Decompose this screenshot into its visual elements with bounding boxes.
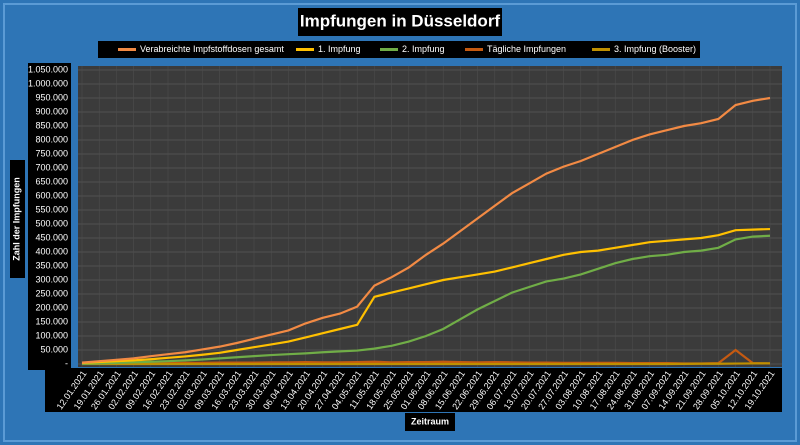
series-line [81, 96, 771, 364]
y-tick-label: 600.000 [35, 190, 68, 200]
y-tick-label: 1.050.000 [28, 64, 68, 74]
y-axis-title: Zahl der Impfungen [11, 177, 21, 261]
y-tick-label: 200.000 [35, 302, 68, 312]
legend-label: 2. Impfung [402, 44, 445, 54]
x-title-box [405, 413, 455, 431]
legend-label: 1. Impfung [318, 44, 361, 54]
y-tick-label: 1.000.000 [28, 78, 68, 88]
y-title-box [10, 160, 25, 278]
y-tick-label: 400.000 [35, 246, 68, 256]
y-tick-label: 800.000 [35, 134, 68, 144]
y-tick-label: 700.000 [35, 162, 68, 172]
y-tick-label: 300.000 [35, 274, 68, 284]
y-tick-label: 450.000 [35, 232, 68, 242]
y-tick-label: 50.000 [40, 344, 68, 354]
title-box [298, 8, 502, 36]
y-tick-label: 900.000 [35, 106, 68, 116]
series-line [81, 234, 771, 365]
legend-label: Verabreichte Impfstoffdosen gesamt [140, 44, 284, 54]
x-axis-title: Zeitraum [411, 416, 449, 426]
y-tick-label: 750.000 [35, 148, 68, 158]
series-line [82, 362, 771, 366]
legend-label: Tägliche Impfungen [487, 44, 566, 54]
y-tick-label: 250.000 [35, 288, 68, 298]
y-tick-label: 350.000 [35, 260, 68, 270]
y-tick-label: 150.000 [35, 316, 68, 326]
y-tick-label: 650.000 [35, 176, 68, 186]
legend-label: 3. Impfung (Booster) [614, 44, 696, 54]
y-tick-label: 100.000 [35, 330, 68, 340]
y-tick-label: 950.000 [35, 92, 68, 102]
legend-box [98, 41, 700, 58]
y-tick-label: - [65, 358, 68, 368]
frame [3, 3, 797, 442]
chart-title: Impfungen in Düsseldorf [300, 11, 501, 30]
series-line [81, 227, 771, 364]
y-tick-label: 850.000 [35, 120, 68, 130]
x-axis-box [45, 368, 782, 412]
y-axis-box [28, 63, 71, 370]
y-tick-label: 500.000 [35, 218, 68, 228]
y-tick-label: 550.000 [35, 204, 68, 214]
plot-area [78, 66, 782, 367]
